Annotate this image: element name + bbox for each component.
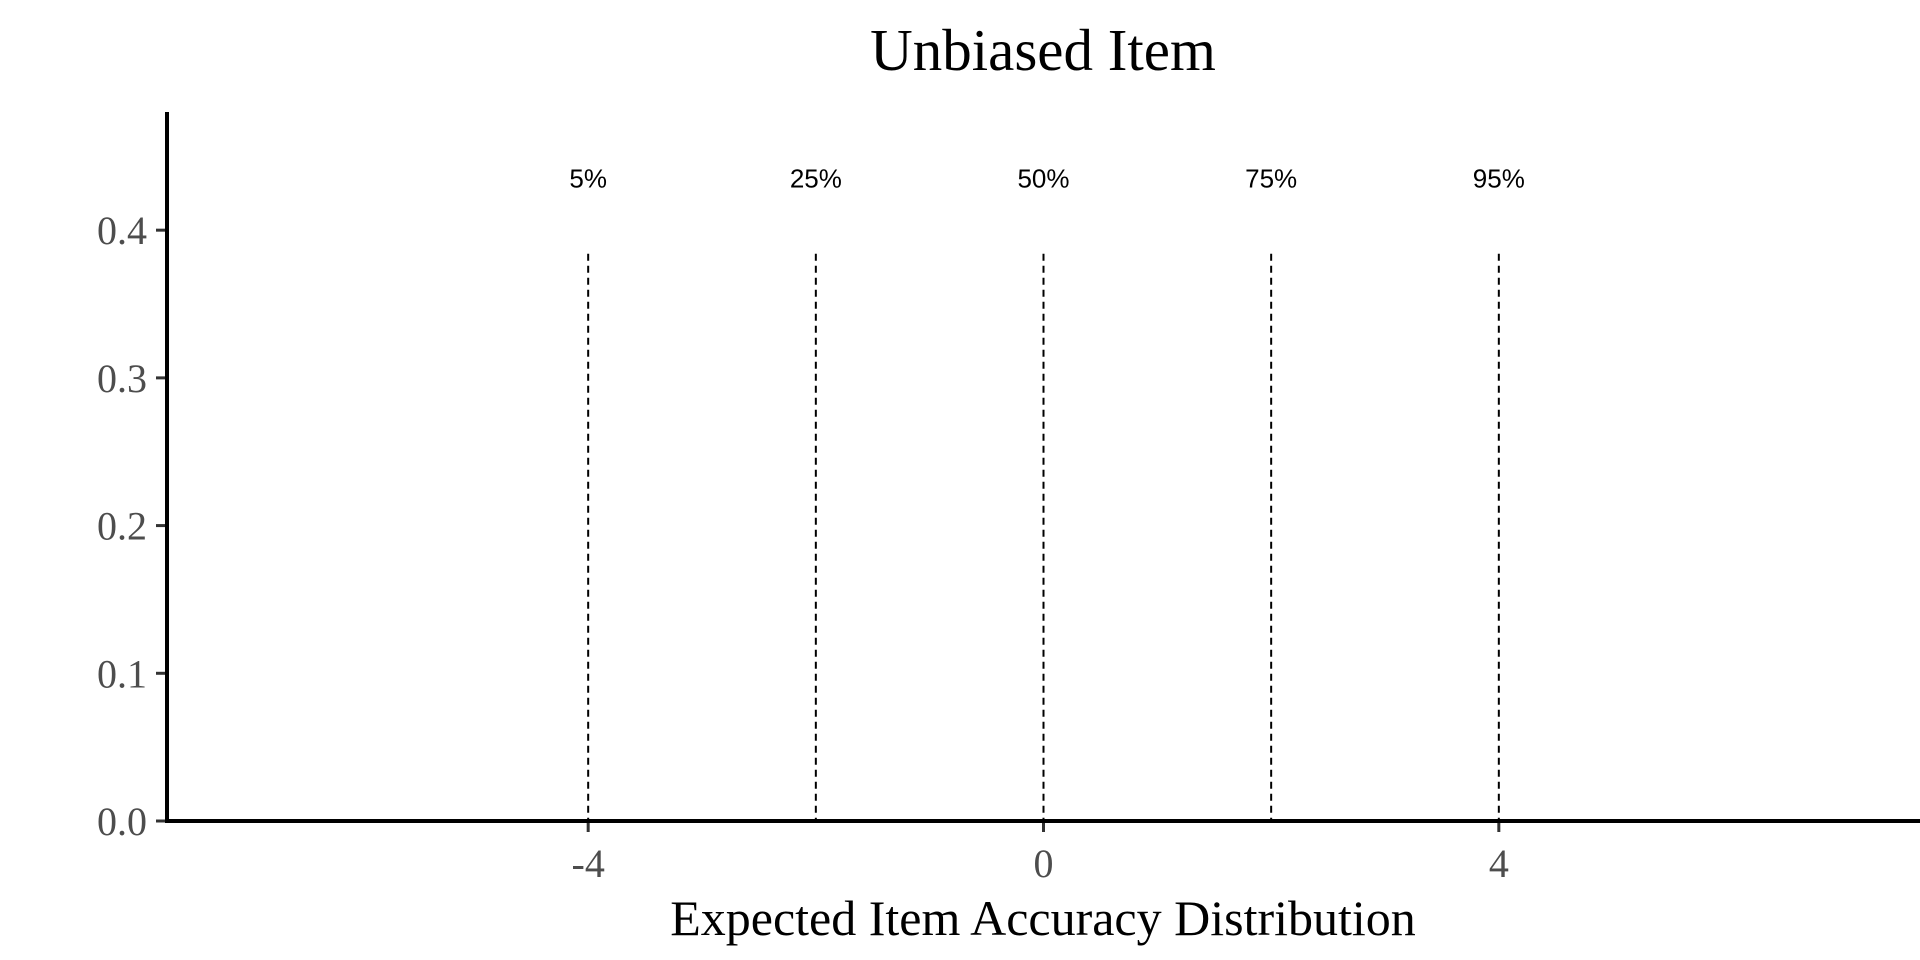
y-axis-ticks: 0.0 0.1 0.2 0.3 0.4 bbox=[97, 208, 167, 844]
percentile-label: 50% bbox=[1017, 163, 1069, 193]
y-tick-label: 0.1 bbox=[97, 651, 147, 696]
percentile-label: 95% bbox=[1473, 163, 1525, 193]
y-tick-label: 0.2 bbox=[97, 504, 147, 549]
percentile-label: 5% bbox=[569, 163, 607, 193]
x-tick-label: 0 bbox=[1034, 841, 1054, 886]
plot-area: 5% 25% 50% 75% 95% 0.0 0.1 0.2 0.3 0.4 -4 0 4 bbox=[97, 112, 1920, 886]
percentile-lines bbox=[587, 253, 1500, 821]
chart-title: Unbiased Item bbox=[870, 17, 1216, 83]
x-axis-ticks: -4 0 4 bbox=[572, 821, 1509, 886]
percentile-label: 25% bbox=[790, 163, 842, 193]
y-tick-label: 0.4 bbox=[97, 208, 147, 253]
x-axis-label: Expected Item Accuracy Distribution bbox=[670, 890, 1416, 946]
x-tick-label: 4 bbox=[1489, 841, 1509, 886]
y-tick-label: 0.3 bbox=[97, 356, 147, 401]
x-tick-label: -4 bbox=[572, 841, 605, 886]
percentile-label: 75% bbox=[1245, 163, 1297, 193]
percentile-labels: 5% 25% 50% 75% 95% bbox=[569, 163, 1524, 193]
y-tick-label: 0.0 bbox=[97, 799, 147, 844]
